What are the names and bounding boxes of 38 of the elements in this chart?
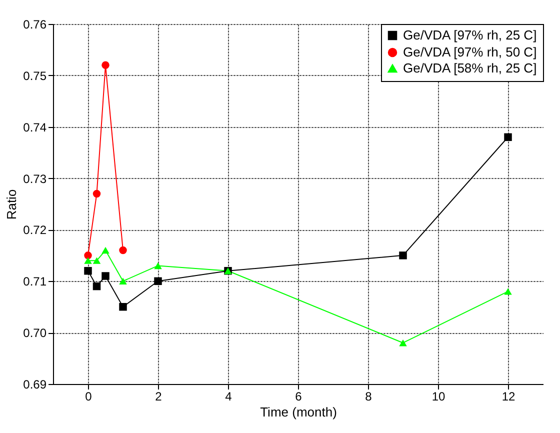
point bbox=[84, 252, 92, 260]
point bbox=[119, 246, 127, 254]
x-tick-label: 8 bbox=[365, 390, 372, 404]
y-tick-label: 0.73 bbox=[23, 172, 47, 186]
x-tick-label: 0 bbox=[85, 390, 92, 404]
y-tick-label: 0.69 bbox=[23, 378, 47, 392]
legend-label: Ge/VDA [58% rh, 25 C] bbox=[403, 60, 537, 76]
point bbox=[399, 340, 407, 346]
x-tick-label: 4 bbox=[225, 390, 232, 404]
y-tick-label: 0.74 bbox=[23, 120, 47, 134]
point bbox=[84, 257, 92, 264]
point bbox=[504, 288, 512, 295]
point bbox=[154, 277, 162, 286]
point bbox=[102, 246, 110, 254]
y-tick-label: 0.72 bbox=[23, 223, 47, 238]
point bbox=[84, 266, 92, 275]
point bbox=[119, 278, 127, 284]
x-tick-label: 10 bbox=[432, 390, 446, 404]
legend-label: Ge/VDA [97% rh, 25 C] bbox=[403, 28, 537, 42]
y-tick-label: 0.76 bbox=[23, 18, 47, 32]
point bbox=[154, 262, 162, 270]
x-tick-label: 12 bbox=[502, 390, 516, 404]
x-tick-label: 2 bbox=[155, 390, 162, 404]
x-axis-title: Time (month) bbox=[260, 404, 337, 420]
y-axis-title: Ratio bbox=[4, 189, 20, 220]
y-tick-label: 0.70 bbox=[23, 326, 47, 340]
legend-label: Ge/VDA [97% rh, 50 C] bbox=[403, 44, 537, 60]
point bbox=[92, 282, 101, 290]
point bbox=[92, 190, 101, 198]
y-tick-label: 0.71 bbox=[23, 274, 47, 289]
y-tick-label: 0.75 bbox=[23, 68, 47, 83]
point bbox=[399, 252, 407, 260]
point bbox=[504, 133, 512, 142]
point bbox=[102, 61, 110, 70]
point bbox=[119, 302, 127, 311]
x-tick-label: 6 bbox=[295, 390, 302, 404]
point bbox=[102, 272, 110, 280]
point bbox=[92, 257, 101, 264]
